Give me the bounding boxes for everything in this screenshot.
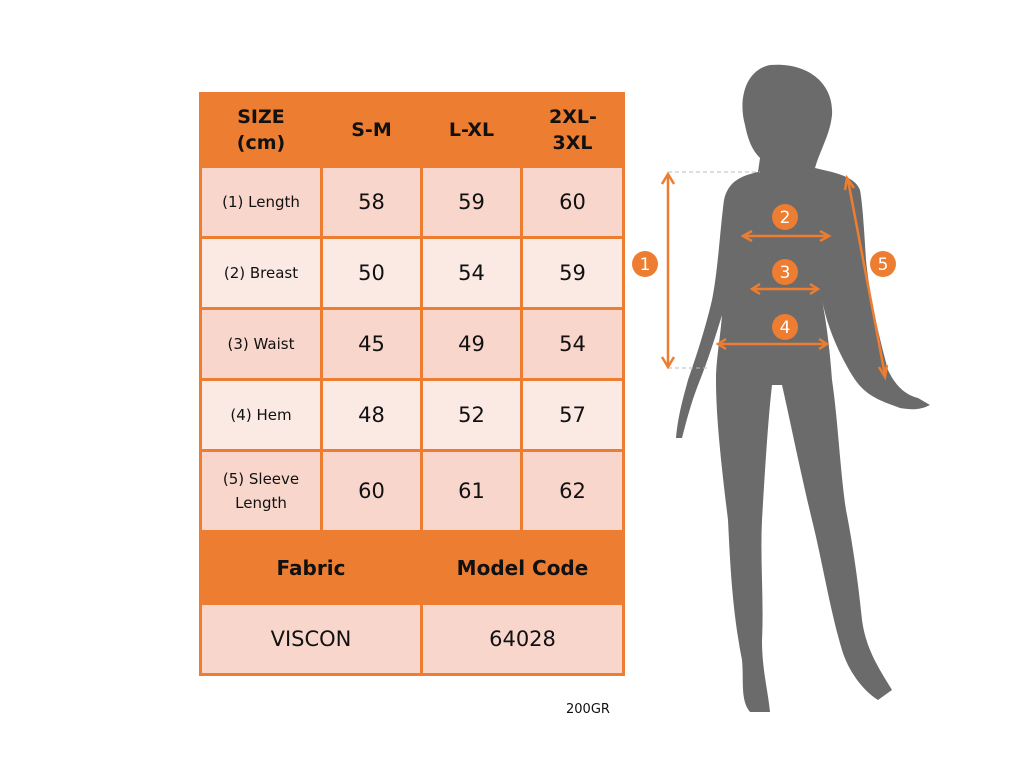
hem-arrow — [715, 337, 830, 351]
cell: 49 — [420, 307, 523, 381]
body-measurement-figure: 1 2 3 4 5 — [632, 64, 930, 712]
table-row: (5) Sleeve Length 60 61 62 — [199, 449, 625, 533]
row-label: (5) Sleeve Length — [199, 449, 323, 533]
measurement-markers: 1 2 3 4 5 — [632, 204, 896, 340]
cell: 50 — [320, 236, 423, 310]
size-chart-table: SIZE (cm) S-M L-XL 2XL-3XL (1) Length 58… — [199, 92, 625, 676]
header-row: SIZE (cm) S-M L-XL 2XL-3XL — [199, 92, 625, 168]
marker-5-icon: 5 — [870, 251, 896, 277]
cell: 60 — [520, 165, 625, 239]
cell: 59 — [520, 236, 625, 310]
marker-2-icon: 2 — [772, 204, 798, 230]
row-label: (3) Waist — [199, 307, 323, 381]
cell: 61 — [420, 449, 523, 533]
marker-1-icon: 1 — [632, 251, 658, 277]
table-row: (3) Waist 45 49 54 — [199, 307, 625, 381]
cell: 54 — [520, 307, 625, 381]
table-row: (2) Breast 50 54 59 — [199, 236, 625, 310]
sleeve-arrow — [843, 174, 889, 381]
svg-text:4: 4 — [780, 318, 791, 338]
cell: 59 — [420, 165, 523, 239]
row-label: (2) Breast — [199, 236, 323, 310]
header-size: SIZE (cm) — [199, 92, 323, 168]
cell: 58 — [320, 165, 423, 239]
fabric-value: VISCON — [199, 602, 423, 676]
fabric-label: Fabric — [199, 530, 423, 605]
woman-silhouette — [676, 64, 930, 712]
cell: 62 — [520, 449, 625, 533]
svg-text:1: 1 — [640, 255, 651, 275]
breast-arrow — [740, 229, 832, 243]
header-2xl-3xl: 2XL-3XL — [520, 92, 625, 168]
model-code-label: Model Code — [420, 530, 625, 605]
measurement-guides — [660, 171, 889, 381]
header-s-m: S-M — [320, 92, 423, 168]
svg-text:2: 2 — [780, 208, 791, 228]
length-arrow — [660, 171, 676, 370]
cell: 57 — [520, 378, 625, 452]
svg-text:3: 3 — [780, 263, 791, 283]
table-row: (1) Length 58 59 60 — [199, 165, 625, 239]
cell: 60 — [320, 449, 423, 533]
row-label: (4) Hem — [199, 378, 323, 452]
cell: 52 — [420, 378, 523, 452]
fabric-value-row: VISCON 64028 — [199, 602, 625, 676]
fabric-header-row: Fabric Model Code — [199, 530, 625, 605]
weight-note: 200GR — [566, 702, 610, 717]
cell: 54 — [420, 236, 523, 310]
cell: 48 — [320, 378, 423, 452]
marker-3-icon: 3 — [772, 259, 798, 285]
row-label: (1) Length — [199, 165, 323, 239]
table-row: (4) Hem 48 52 57 — [199, 378, 625, 452]
header-l-xl: L-XL — [420, 92, 523, 168]
model-code-value: 64028 — [420, 602, 625, 676]
cell: 45 — [320, 307, 423, 381]
svg-text:5: 5 — [878, 255, 889, 275]
marker-4-icon: 4 — [772, 314, 798, 340]
waist-arrow — [749, 282, 821, 296]
